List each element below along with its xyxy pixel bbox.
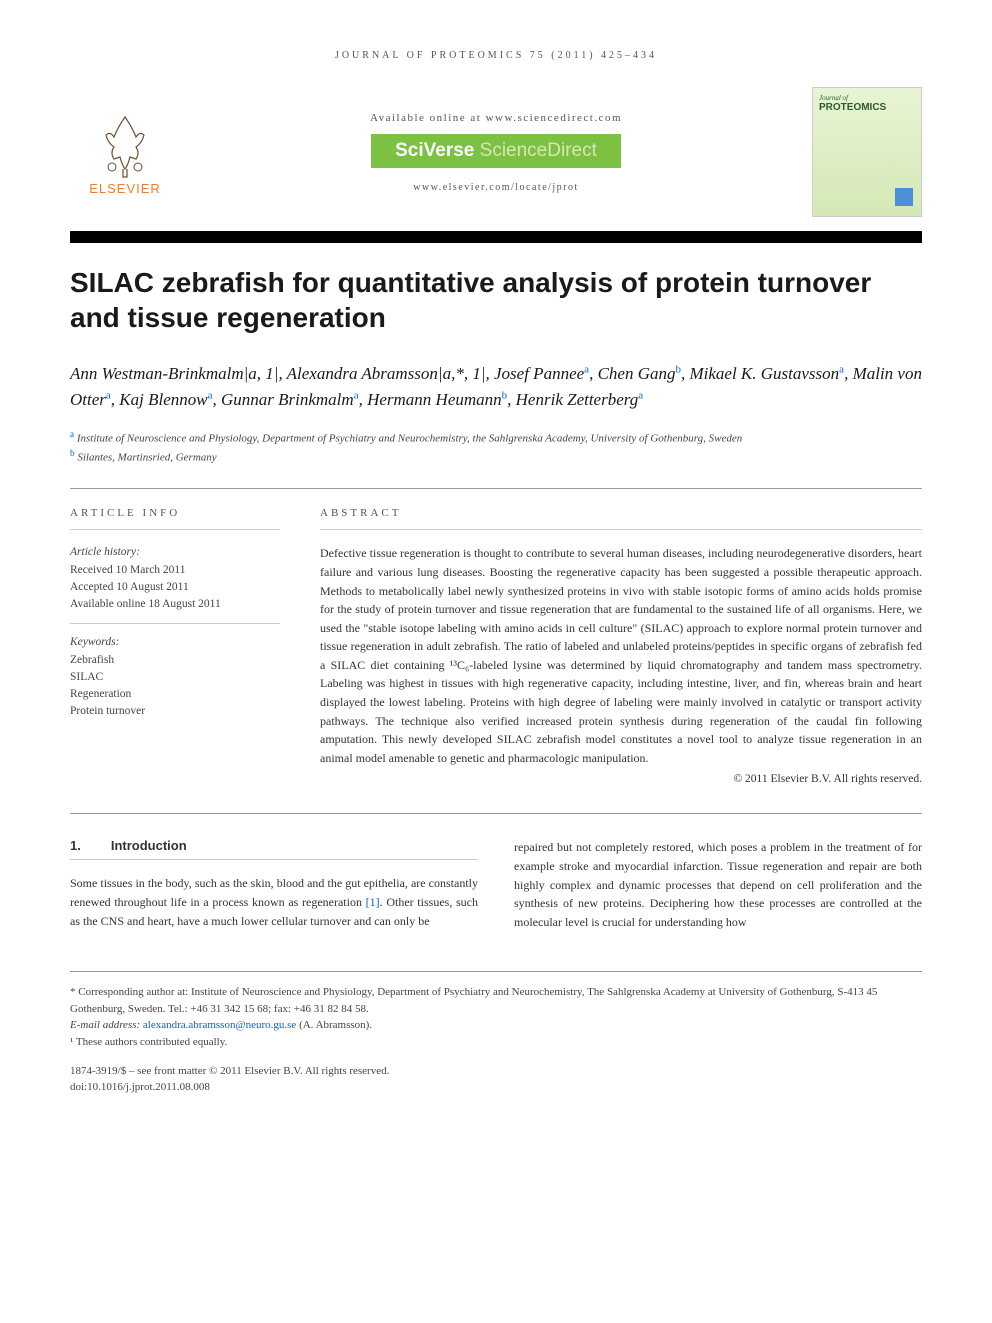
equal-contribution: ¹ These authors contributed equally.: [70, 1034, 922, 1051]
sciverse-b: ScienceDirect: [480, 140, 597, 161]
abstract-column: ABSTRACT Defective tissue regeneration i…: [320, 507, 922, 785]
article-title: SILAC zebrafish for quantitative analysi…: [70, 265, 922, 335]
intro-col2: repaired but not completely restored, wh…: [514, 838, 922, 931]
section-heading: 1. Introduction: [70, 838, 478, 860]
abstract-text: Defective tissue regeneration is thought…: [320, 544, 922, 767]
cover-pretitle: Journal of: [819, 94, 915, 102]
available-online-text: Available online at www.sciencedirect.co…: [180, 112, 812, 124]
corresponding-email[interactable]: alexandra.abramsson@neuro.gu.se: [143, 1019, 296, 1031]
abstract-copyright: © 2011 Elsevier B.V. All rights reserved…: [320, 773, 922, 785]
affiliation-a: Institute of Neuroscience and Physiology…: [77, 433, 742, 445]
email-attribution: (A. Abramsson).: [299, 1019, 372, 1031]
journal-reference: JOURNAL OF PROTEOMICS 75 (2011) 425–434: [70, 50, 922, 61]
abstract-label: ABSTRACT: [320, 507, 922, 530]
keyword: Zebrafish: [70, 652, 280, 669]
keyword: SILAC: [70, 669, 280, 686]
elsevier-text: ELSEVIER: [70, 181, 180, 196]
article-info-label: ARTICLE INFO: [70, 507, 280, 530]
footer-metadata: 1874-3919/$ – see front matter © 2011 El…: [70, 1064, 922, 1095]
journal-cover: Journal of PROTEOMICS: [812, 87, 922, 217]
body-columns: 1. Introduction Some tissues in the body,…: [70, 813, 922, 931]
publisher-logo: ELSEVIER: [70, 109, 180, 196]
header-banner: ELSEVIER Available online at www.science…: [70, 79, 922, 239]
accepted-date: Accepted 10 August 2011: [70, 579, 280, 596]
sciverse-logo: SciVerse ScienceDirect: [371, 134, 621, 168]
article-info-sidebar: ARTICLE INFO Article history: Received 1…: [70, 507, 280, 785]
journal-url: www.elsevier.com/locate/jprot: [180, 182, 812, 193]
doi-line: doi:10.1016/j.jprot.2011.08.008: [70, 1080, 922, 1095]
cover-accent: [895, 188, 913, 206]
keywords-label: Keywords:: [70, 634, 280, 651]
affiliations: a Institute of Neuroscience and Physiolo…: [70, 428, 922, 466]
received-date: Received 10 March 2011: [70, 562, 280, 579]
intro-col1: Some tissues in the body, such as the sk…: [70, 874, 478, 930]
affiliation-b: Silantes, Martinsried, Germany: [77, 452, 216, 464]
issn-line: 1874-3919/$ – see front matter © 2011 El…: [70, 1064, 922, 1079]
history-label: Article history:: [70, 544, 280, 561]
email-label: E-mail address:: [70, 1019, 140, 1031]
corresponding-author: * Corresponding author at: Institute of …: [70, 984, 922, 1017]
footnotes: * Corresponding author at: Institute of …: [70, 971, 922, 1050]
divider-bar: [70, 239, 922, 243]
section-title: Introduction: [111, 838, 187, 853]
keyword: Protein turnover: [70, 703, 280, 720]
cover-title: PROTEOMICS: [819, 102, 915, 113]
sciverse-a: SciVerse: [395, 140, 474, 161]
section-number: 1.: [70, 838, 81, 853]
author-list: Ann Westman-Brinkmalm|a, 1|, Alexandra A…: [70, 361, 922, 412]
online-date: Available online 18 August 2011: [70, 596, 280, 613]
elsevier-tree-icon: [90, 109, 160, 179]
keyword: Regeneration: [70, 686, 280, 703]
